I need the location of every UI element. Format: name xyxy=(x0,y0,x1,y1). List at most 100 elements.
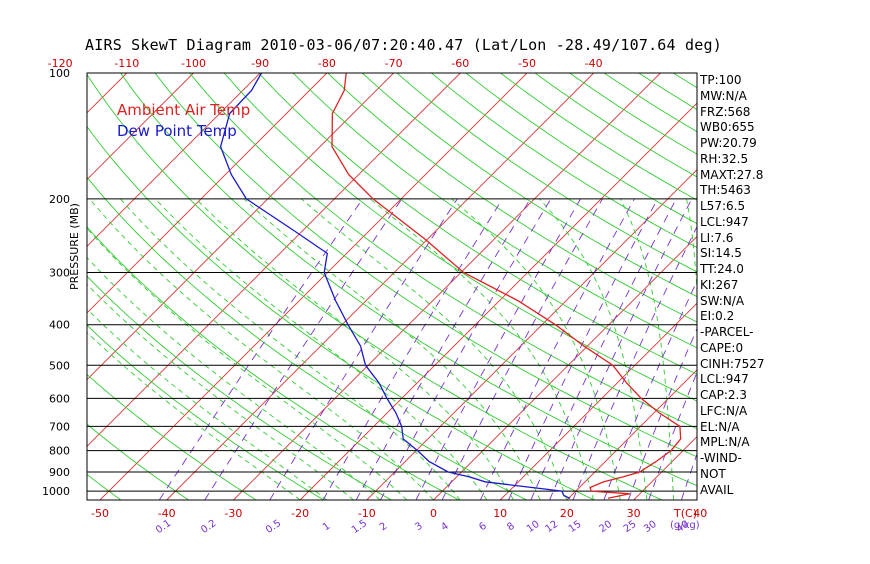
isotherm-line xyxy=(767,73,870,500)
stat-item: LI:7.6 xyxy=(700,231,765,247)
stat-item: SI:14.5 xyxy=(700,246,765,262)
pressure-tick-label: 700 xyxy=(49,420,70,433)
mixing-ratio-label: 10 xyxy=(525,519,542,535)
moist-adiabat-line xyxy=(62,199,406,500)
moist-adiabat-line xyxy=(196,199,513,500)
dry-adiabat-line xyxy=(0,73,121,500)
stat-item: NOT xyxy=(700,467,765,483)
mixing-ratio-line xyxy=(442,199,602,500)
bottom-temp-tick-label: 10 xyxy=(493,507,507,520)
dry-adiabat-line xyxy=(17,73,527,500)
mixing-ratio-label: 20 xyxy=(597,519,614,535)
pressure-tick-label: 200 xyxy=(49,193,70,206)
isotherm-line xyxy=(434,73,861,500)
stat-item: TH:5463 xyxy=(700,183,765,199)
stat-item: TT:24.0 xyxy=(700,262,765,278)
mixing-ratio-label: 30 xyxy=(642,519,659,535)
moist-adiabat-line xyxy=(0,199,300,500)
stat-item: CINH:7527 xyxy=(700,357,765,373)
stat-item: AVAIL xyxy=(700,483,765,499)
mixing-ratio-line xyxy=(509,199,658,500)
moist-adiabat-line xyxy=(90,199,434,500)
mixing-ratio-line xyxy=(531,199,676,500)
stat-item: FRZ:568 xyxy=(700,105,765,121)
dry-adiabat-line xyxy=(0,73,53,500)
pressure-tick-label: 500 xyxy=(49,359,70,372)
top-temp-tick-label: -70 xyxy=(385,57,403,70)
mixing-ratio-label: 0.5 xyxy=(264,518,283,536)
dry-adiabat-line xyxy=(362,73,870,500)
top-temp-tick-label: -100 xyxy=(181,57,206,70)
mixing-ratio-label: 15 xyxy=(567,519,584,535)
chart-title: AIRS SkewT Diagram 2010-03-06/07:20:40.4… xyxy=(85,36,722,54)
stat-item: MPL:N/A xyxy=(700,435,765,451)
isotherm-line xyxy=(233,73,660,500)
mixing-ratio-line xyxy=(205,199,402,500)
moist-adiabat-line xyxy=(120,199,460,500)
pressure-tick-label: 300 xyxy=(49,267,70,280)
top-temp-tick-label: -120 xyxy=(48,57,73,70)
stat-item: LCL:947 xyxy=(700,372,765,388)
stat-item: LCL:947 xyxy=(700,215,765,231)
stat-item: KI:267 xyxy=(700,278,765,294)
stat-item: MW:N/A xyxy=(700,89,765,105)
mixing-ratio-label: 8 xyxy=(505,521,517,534)
pressure-tick-label: 800 xyxy=(49,445,70,458)
stat-item: RH:32.5 xyxy=(700,152,765,168)
legend-ambient-label: Ambient Air Temp xyxy=(117,101,250,119)
moist-adiabat-line xyxy=(370,199,593,500)
pressure-tick-label: 1000 xyxy=(42,485,70,498)
stat-item: MAXT:27.8 xyxy=(700,168,765,184)
mixing-ratio-label: 12 xyxy=(544,519,561,535)
top-temp-tick-label: -40 xyxy=(585,57,603,70)
dry-adiabat-line xyxy=(846,73,870,500)
stat-item: LFC:N/A xyxy=(700,404,765,420)
stat-item: L57:6.5 xyxy=(700,199,765,215)
stat-item: CAPE:0 xyxy=(700,341,765,357)
dry-adiabat-line xyxy=(501,73,870,500)
top-temp-tick-label: -50 xyxy=(518,57,536,70)
stat-item: EL:N/A xyxy=(700,420,765,436)
ambient-air-temp-line xyxy=(332,73,681,498)
x-axis-label: T(C) xyxy=(673,507,697,520)
pressure-tick-label: 600 xyxy=(49,392,70,405)
dry-adiabat-line xyxy=(777,73,870,500)
dry-adiabat-line xyxy=(224,73,870,500)
dew-point-temp-line xyxy=(221,73,570,498)
y-axis-label: PRESSURE (MB) xyxy=(68,203,81,290)
mixing-ratio-label: 4 xyxy=(439,521,451,534)
bottom-temp-tick-label: 20 xyxy=(560,507,574,520)
top-temp-tick-label: -80 xyxy=(318,57,336,70)
legend-dewpoint: Dew Point Temp xyxy=(117,122,237,140)
mixing-ratio-label: 6 xyxy=(477,521,489,534)
stat-item: CAP:2.3 xyxy=(700,388,765,404)
pressure-tick-label: 900 xyxy=(49,466,70,479)
bottom-temp-tick-label: 0 xyxy=(430,507,437,520)
stat-item: TP:100 xyxy=(700,73,765,89)
top-temp-tick-label: -90 xyxy=(251,57,269,70)
dry-adiabat-line xyxy=(811,73,870,500)
mixing-ratio-line xyxy=(270,199,458,500)
mixing-ratio-label: 0.1 xyxy=(154,518,173,536)
bottom-temp-tick-label: -10 xyxy=(358,507,376,520)
mixing-ratio-label: 1.5 xyxy=(350,518,369,536)
stat-item: WB0:655 xyxy=(700,120,765,136)
mixing-ratio-label: 3 xyxy=(413,521,425,534)
isotherm-line xyxy=(500,73,870,500)
stat-item: SW:N/A xyxy=(700,294,765,310)
moist-adiabat-line xyxy=(155,199,487,500)
bottom-temp-tick-label: 30 xyxy=(627,507,641,520)
stat-item: PW:20.79 xyxy=(700,136,765,152)
isotherm-line xyxy=(0,73,127,500)
mixing-ratio-label: 2 xyxy=(378,521,390,534)
mixing-ratio-label: 0.2 xyxy=(199,518,218,536)
stat-item: -PARCEL- xyxy=(700,325,765,341)
mixing-ratio-line xyxy=(159,199,362,500)
bottom-temp-tick-label: -50 xyxy=(91,507,109,520)
pressure-tick-label: 400 xyxy=(49,319,70,332)
isotherm-line xyxy=(0,73,60,500)
mixing-ratio-line xyxy=(323,199,502,500)
mixing-ratio-line xyxy=(380,199,550,500)
legend-ambient: Ambient Air Temp xyxy=(117,101,250,119)
